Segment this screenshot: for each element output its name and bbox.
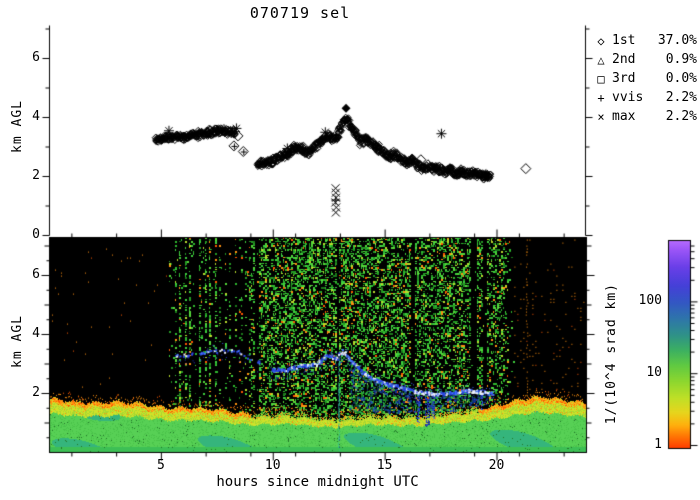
legend-item: ◇ 1st 37.0% [593,31,697,50]
bottom-y-tick-label: 6 [32,267,40,282]
legend-item: □ 3rd 0.0% [593,69,697,88]
top-panel-y-axis-label: km AGL [10,100,25,153]
colorbar-tick-label: 100 [638,293,662,309]
legend: ◇ 1st 37.0% △ 2nd 0.9% □ 3rd 0.0% + vvis 2.2% × max 2.… [593,31,697,126]
diamond-marker-icon: ◇ [597,33,605,48]
triangle-marker-icon: △ [597,52,605,67]
legend-item: × max 2.2% [593,107,697,126]
legend-label: 3rd [612,71,636,86]
square-marker-icon: □ [597,71,605,86]
legend-label: vvis [612,90,644,105]
top-y-tick-label: 0 [32,227,40,242]
legend-label: 1st [612,33,636,48]
legend-value: 2.2% [665,109,697,124]
cross-marker-icon: × [597,109,605,124]
legend-value: 37.0% [657,33,697,48]
plus-marker-icon: + [597,90,605,105]
legend-value: 2.2% [665,90,697,105]
page-title: 070719 sel [249,4,351,22]
bottom-y-tick-label: 4 [32,326,40,341]
legend-item: △ 2nd 0.9% [593,50,697,69]
x-tick-label: 10 [264,458,281,473]
legend-value: 0.0% [665,71,697,86]
colorbar-tick-label: 10 [646,365,662,381]
x-axis-label: hours since midnight UTC [216,474,419,490]
legend-value: 0.9% [665,52,697,67]
x-tick-label: 20 [488,458,505,473]
top-y-tick-label: 6 [32,50,40,65]
top-y-tick-label: 2 [32,168,40,183]
legend-item: + vvis 2.2% [593,88,697,107]
x-tick-label: 15 [376,458,393,473]
colorbar-tick-label: 1 [654,437,662,452]
bottom-y-tick-label: 2 [32,385,40,400]
legend-label: max [612,109,636,124]
top-y-tick-label: 4 [32,109,40,124]
x-tick-label: 5 [156,458,165,473]
colorbar-title: 1/(10^4 srad km) [604,283,619,425]
bottom-panel-y-axis-label: km AGL [10,315,25,368]
legend-label: 2nd [612,52,636,67]
